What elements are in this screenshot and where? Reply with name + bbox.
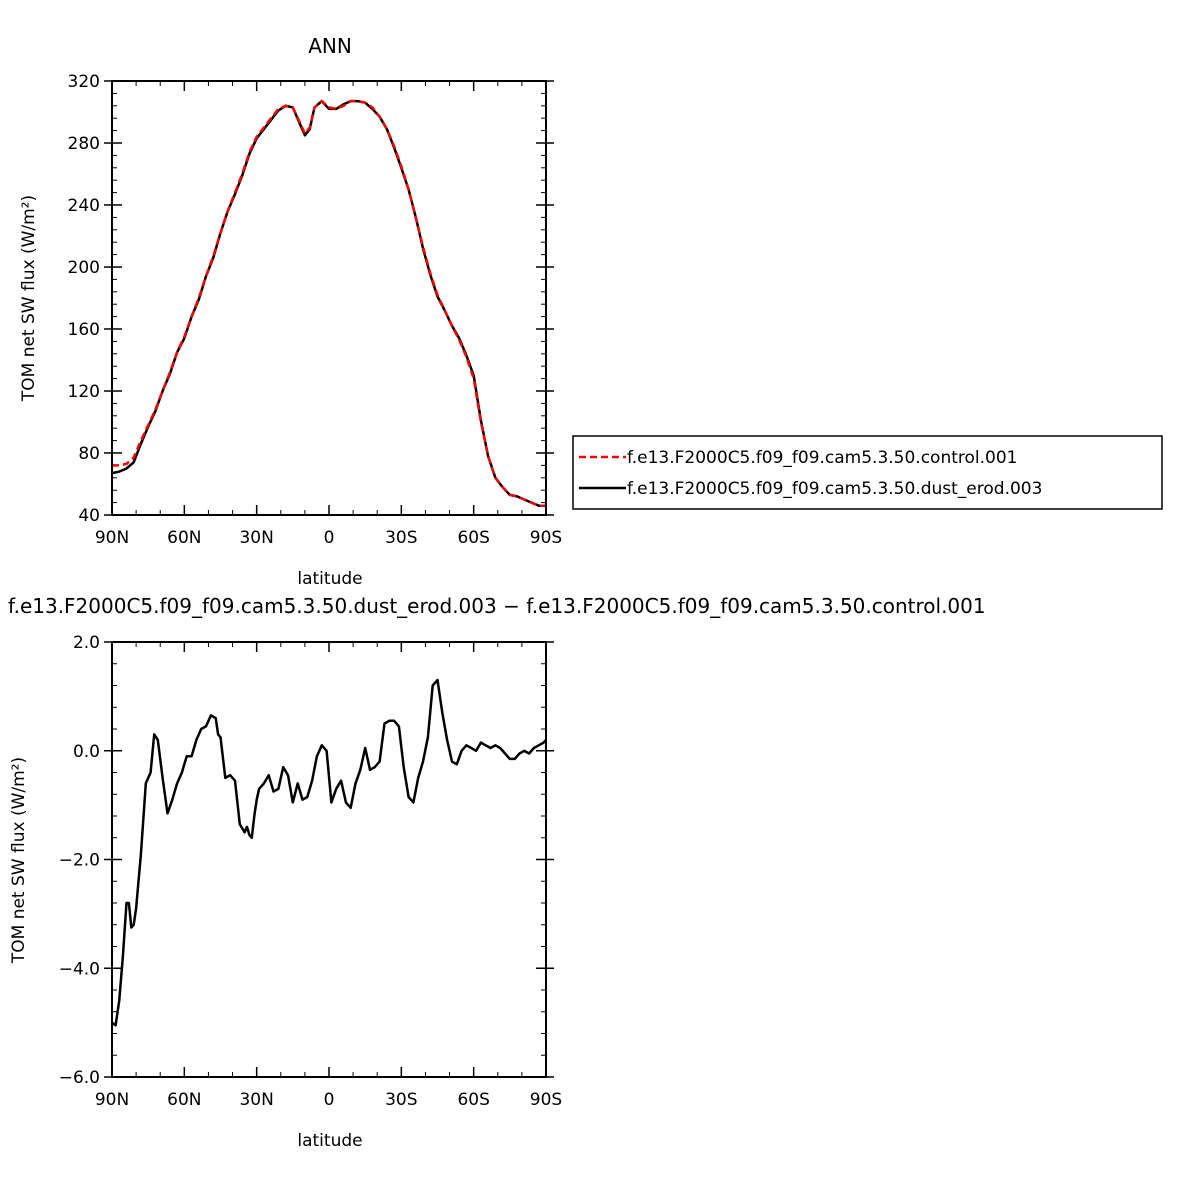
bottom-x-tick-label: 60N [167, 1090, 201, 1110]
bottom-x-tick-label: 30N [239, 1090, 273, 1110]
top-y-tick-label: 280 [68, 134, 100, 154]
bottom-y-tick-label: 2.0 [73, 633, 100, 653]
top-x-tick-label: 30S [385, 528, 417, 548]
top-x-tick-label: 90S [530, 528, 562, 548]
top-axis-ticks: 90N 60N 30N 0 30S 60S 90S 40 80 120 160 200 240 280 32… [68, 72, 563, 548]
bottom-y-tick-label: −6.0 [59, 1068, 100, 1088]
bottom-x-tick-label: 60S [457, 1090, 489, 1110]
top-y-tick-label: 120 [68, 382, 100, 402]
bottom-series-group [111, 678, 547, 1027]
bottom-axis-ticks: 90N 60N 30N 0 30S 60S 90S −6.0 −4.0 −2.0 0.0 2.0 [59, 633, 563, 1110]
bottom-x-tick-label: 30S [385, 1090, 417, 1110]
bottom-y-axis-label: TOM net SW flux (W/m²) [9, 757, 29, 964]
legend-label-control: f.e13.F2000C5.f09_f09.cam5.3.50.control.… [627, 448, 1018, 468]
bottom-plot-frame [111, 641, 547, 1078]
bottom-y-tick-label: 0.0 [73, 742, 100, 762]
bottom-x-tick-label: 0 [324, 1090, 335, 1110]
top-y-tick-label: 320 [68, 72, 100, 92]
bottom-x-axis-label: latitude [297, 1131, 362, 1151]
bottom-chart-title: f.e13.F2000C5.f09_f09.cam5.3.50.dust_ero… [8, 594, 986, 618]
bottom-panel: f.e13.F2000C5.f09_f09.cam5.3.50.dust_ero… [8, 594, 986, 1151]
top-y-tick-label: 200 [68, 258, 100, 278]
top-y-tick-label: 160 [68, 320, 100, 340]
top-series-line-1 [111, 99, 546, 507]
top-series-line-0 [112, 99, 546, 507]
legend-label-dust-erod: f.e13.F2000C5.f09_f09.cam5.3.50.dust_ero… [627, 479, 1042, 499]
top-plot-frame [111, 80, 547, 516]
top-x-tick-label: 0 [324, 528, 335, 548]
bottom-series-line-0 [111, 678, 547, 1027]
top-y-tick-label: 80 [78, 444, 100, 464]
top-x-tick-label: 30N [239, 528, 273, 548]
top-y-tick-label: 40 [78, 506, 100, 526]
top-x-tick-label: 90N [95, 528, 129, 548]
top-x-axis-label: latitude [297, 569, 362, 589]
top-x-tick-label: 60N [167, 528, 201, 548]
bottom-x-tick-label: 90N [95, 1090, 129, 1110]
legend: f.e13.F2000C5.f09_f09.cam5.3.50.control.… [572, 435, 1163, 510]
top-series-group [111, 99, 546, 507]
top-x-tick-label: 60S [457, 528, 489, 548]
legend-box [572, 435, 1163, 510]
bottom-x-tick-label: 90S [530, 1090, 562, 1110]
top-y-axis-label: TOM net SW flux (W/m²) [19, 195, 39, 402]
top-chart-title: ANN [308, 34, 352, 58]
top-panel: ANN TOM net SW flux (W/m²) latitude 90N 6… [19, 34, 562, 589]
bottom-y-tick-label: −4.0 [59, 959, 100, 979]
top-y-tick-label: 240 [68, 196, 100, 216]
bottom-y-tick-label: −2.0 [59, 851, 100, 871]
